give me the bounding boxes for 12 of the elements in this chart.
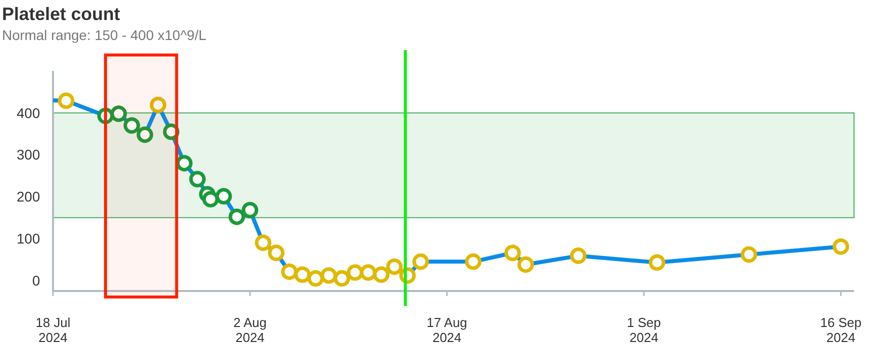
x-tick-label: 16 Sep 2024 [820, 315, 862, 345]
chart-title: Platelet count [2, 4, 120, 24]
x-tick-label: 1 Sep 2024 [626, 315, 661, 345]
x-tick-label: 2 Aug 2024 [233, 315, 267, 345]
y-tick-label: 400 [16, 104, 40, 121]
x-tick-label: 17 Aug 2024 [426, 315, 468, 345]
y-tick-label: 0 [32, 272, 40, 288]
x-tick-label: 18 Jul 2024 [36, 315, 70, 345]
y-tick-label: 100 [16, 230, 40, 247]
y-tick-label: 300 [16, 146, 40, 163]
chart-subtitle: Normal range: 150 - 400 x10^9/L [2, 27, 206, 43]
y-tick-label: 200 [16, 188, 40, 205]
